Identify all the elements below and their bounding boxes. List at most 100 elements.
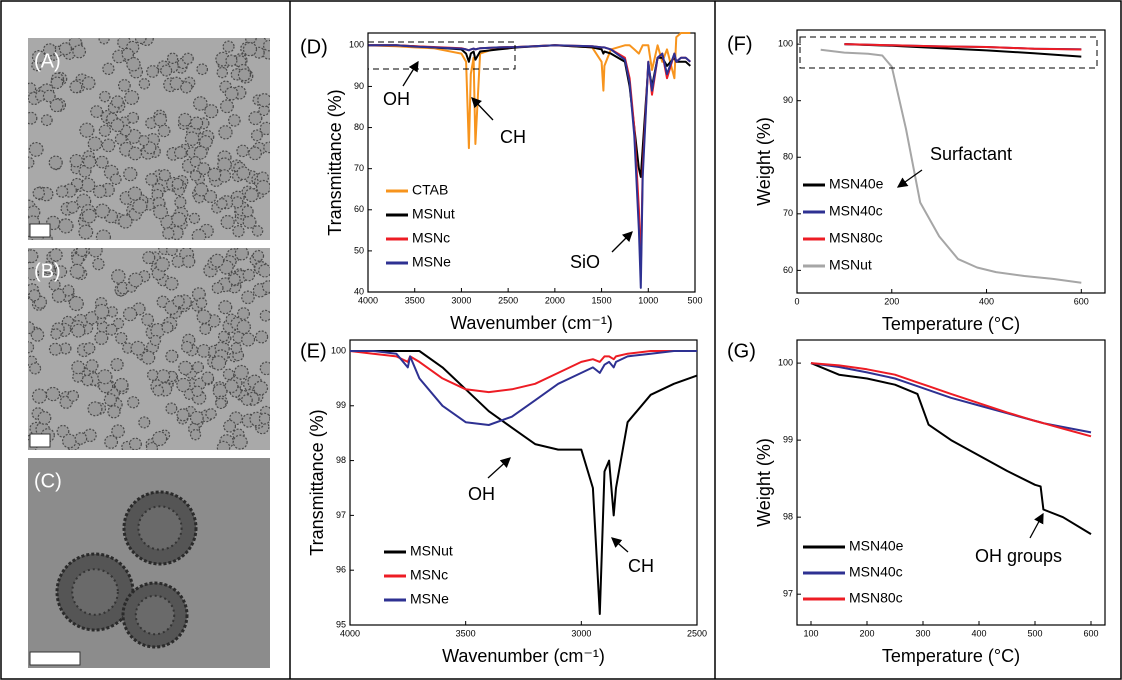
x-tick-label: 1500 <box>592 295 612 305</box>
series-line <box>349 350 697 394</box>
particle <box>241 205 254 218</box>
particle <box>196 63 209 76</box>
particle <box>138 78 151 90</box>
particle <box>129 437 142 450</box>
particle <box>93 184 107 199</box>
particle <box>189 155 202 168</box>
particle <box>217 330 230 343</box>
x-tick-label: 4000 <box>340 628 360 638</box>
particle <box>104 435 119 449</box>
particle <box>176 377 191 393</box>
particle <box>156 369 171 383</box>
particle <box>241 290 255 305</box>
particle <box>83 342 96 355</box>
particle <box>256 179 270 195</box>
particle <box>124 90 140 106</box>
y-tick-label: 99 <box>783 435 793 445</box>
particle <box>196 343 211 358</box>
particle <box>216 198 228 210</box>
x-tick-label: 600 <box>1074 296 1089 306</box>
legend-label: MSNut <box>410 543 453 559</box>
y-tick-label: 60 <box>354 204 364 214</box>
series-line <box>810 362 1092 535</box>
particle <box>191 228 207 240</box>
x-tick-label: 400 <box>979 296 994 306</box>
particle <box>236 144 249 158</box>
particle <box>194 182 209 197</box>
particle <box>233 364 249 380</box>
particle <box>165 349 179 363</box>
particle <box>215 397 227 410</box>
panel-label: (A) <box>34 50 61 72</box>
particle <box>66 200 79 214</box>
particle <box>224 86 239 101</box>
particle <box>117 79 131 92</box>
y-tick-label: 50 <box>354 245 364 255</box>
series-line <box>810 362 1092 438</box>
particle <box>224 379 239 394</box>
series-line <box>368 44 691 289</box>
micrographs: (A) (B) (C) <box>28 38 270 668</box>
particle <box>102 62 115 76</box>
y-tick-label: 80 <box>783 152 793 162</box>
particle <box>237 68 252 82</box>
particle <box>28 156 35 169</box>
particle <box>255 330 269 344</box>
particle <box>181 52 194 65</box>
legend-label: MSN40c <box>849 564 903 580</box>
particle <box>189 429 202 441</box>
particle <box>111 424 125 439</box>
particle <box>164 276 179 291</box>
x-tick-label: 3500 <box>405 295 425 305</box>
particle <box>169 76 184 91</box>
particle <box>182 254 196 269</box>
y-tick-label: 97 <box>336 510 346 520</box>
particle <box>197 162 211 176</box>
particle <box>128 146 143 161</box>
plot-frame <box>367 32 696 293</box>
particle <box>205 408 217 420</box>
series-line <box>820 48 1082 284</box>
particle <box>69 153 84 168</box>
x-axis-label: Temperature (°C) <box>882 646 1020 666</box>
particle <box>81 76 96 90</box>
particle <box>72 44 87 59</box>
particle <box>216 440 231 450</box>
particle <box>178 112 192 127</box>
x-tick-label: 600 <box>1083 628 1098 638</box>
particle <box>210 253 225 268</box>
x-tick-label: 3500 <box>456 628 476 638</box>
particle <box>149 334 162 347</box>
x-tick-label: 500 <box>1027 628 1042 638</box>
x-tick-label: 1000 <box>638 295 658 305</box>
annotation: CH <box>500 127 526 147</box>
x-tick-label: 3000 <box>571 628 591 638</box>
scale-bar <box>29 223 51 238</box>
particle <box>180 81 193 94</box>
particle <box>258 104 270 117</box>
particle <box>99 90 111 103</box>
micrograph: (B) <box>28 248 270 450</box>
particle <box>97 369 113 385</box>
particle <box>138 416 151 429</box>
particle <box>160 64 173 77</box>
particle <box>220 214 235 230</box>
particle <box>42 43 57 57</box>
particle <box>228 114 241 127</box>
particle <box>111 95 124 109</box>
particle <box>28 341 35 354</box>
particle <box>234 248 249 261</box>
panel-label: (B) <box>34 260 61 282</box>
particle <box>158 169 171 182</box>
panel-label: (G) <box>727 340 756 362</box>
particle-core <box>71 568 119 616</box>
particle <box>236 166 251 181</box>
particle <box>257 93 270 108</box>
series-line <box>350 350 697 426</box>
y-tick-label: 60 <box>783 265 793 275</box>
scale-bar <box>29 651 81 666</box>
particle <box>236 319 251 335</box>
particle <box>222 368 235 381</box>
x-axis-label: Wavenumber (cm⁻¹) <box>442 646 605 666</box>
particle <box>50 328 62 340</box>
